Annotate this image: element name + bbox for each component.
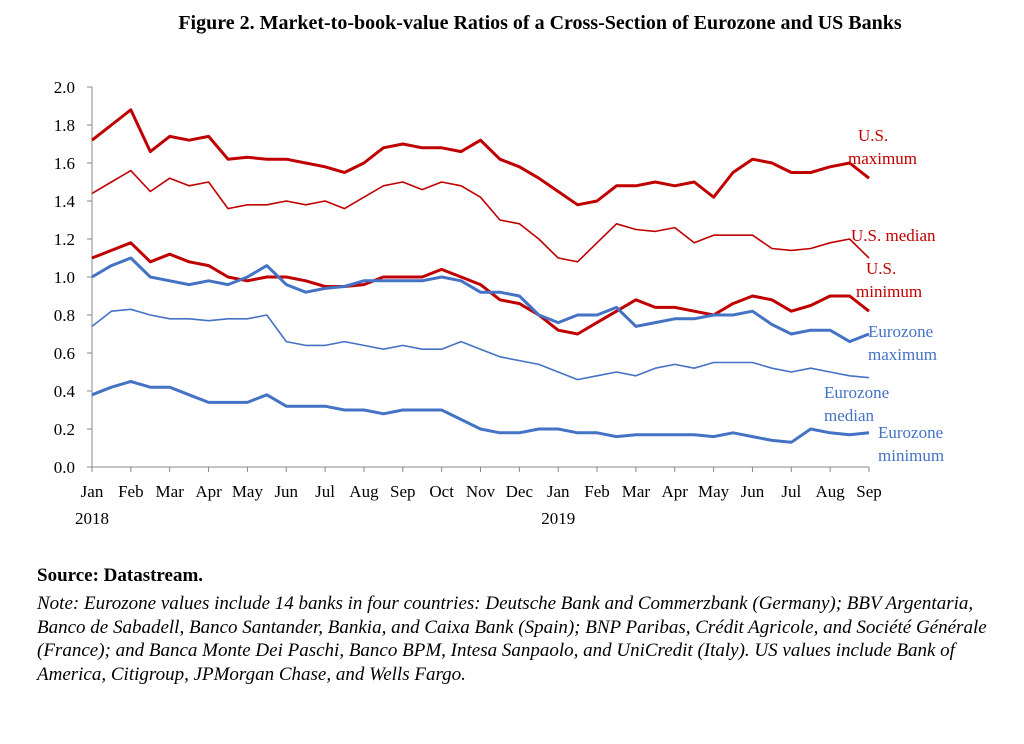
series-line-u-s-maximum: [91, 108, 870, 207]
y-tick-label: 1.8: [54, 116, 75, 135]
y-tick-label: 2.0: [54, 78, 75, 97]
y-tick-label: 1.4: [54, 192, 76, 211]
x-tick-label: Apr: [662, 482, 689, 501]
series-line-u-s-median: [91, 169, 870, 263]
x-tick-label: Dec: [506, 482, 534, 501]
series-line-eurozone-maximum: [91, 256, 870, 344]
x-tick-label: Sep: [856, 482, 882, 501]
series-label: U.S. median: [851, 226, 936, 245]
x-tick-label: Mar: [156, 482, 185, 501]
x-tick-label: Jun: [741, 482, 765, 501]
y-tick-label: 1.2: [54, 230, 75, 249]
note-text: Note: Eurozone values include 14 banks i…: [37, 593, 987, 685]
x-tick-label: Sep: [390, 482, 416, 501]
series-label: U.S. minimum: [856, 259, 922, 301]
series-label: Eurozone median: [824, 383, 889, 425]
series-label: Eurozone maximum: [868, 322, 937, 364]
series-line-eurozone-median: [91, 308, 870, 381]
x-tick-label: Aug: [349, 482, 379, 501]
x-tick-label: May: [698, 482, 730, 501]
y-tick-label: 1.6: [54, 154, 75, 173]
chart-title: Figure 2. Market-to-book-value Ratios of…: [178, 12, 902, 34]
y-tick-label: 0.6: [54, 344, 75, 363]
x-tick-label: Aug: [816, 482, 846, 501]
x-tick-label: Jul: [781, 482, 801, 501]
x-tick-label: Jan: [81, 482, 104, 501]
y-tick-label: 0.2: [54, 420, 75, 439]
y-tick-label: 0.4: [54, 382, 76, 401]
y-tick-label: 0.8: [54, 306, 75, 325]
x-tick-label: May: [232, 482, 264, 501]
x-tick-label: Nov: [466, 482, 496, 501]
series-label: Eurozone minimum: [878, 423, 944, 465]
x-tick-label: Feb: [584, 482, 610, 501]
x-tick-label: Feb: [118, 482, 144, 501]
year-label: 2018: [75, 509, 109, 528]
x-tick-label: Jul: [315, 482, 335, 501]
x-tick-label: Apr: [195, 482, 222, 501]
source-text: Source: Datastream.: [37, 565, 204, 586]
series-line-u-s-minimum: [91, 241, 870, 336]
x-tick-label: Mar: [622, 482, 651, 501]
year-label: 2019: [541, 509, 575, 528]
y-tick-label: 1.0: [54, 268, 75, 287]
y-tick-label: 0.0: [54, 458, 75, 477]
x-tick-label: Oct: [429, 482, 454, 501]
series-line-eurozone-minimum: [91, 380, 870, 444]
line-chart: 0.0 0.2 0.4 0.6 0.8 1.0 1.2 1.4 1.6 1.8 2.0 Jan Feb M…: [54, 78, 944, 528]
series-label: U.S. maximum: [848, 126, 917, 168]
x-tick-label: Jan: [547, 482, 570, 501]
x-tick-label: Jun: [274, 482, 298, 501]
